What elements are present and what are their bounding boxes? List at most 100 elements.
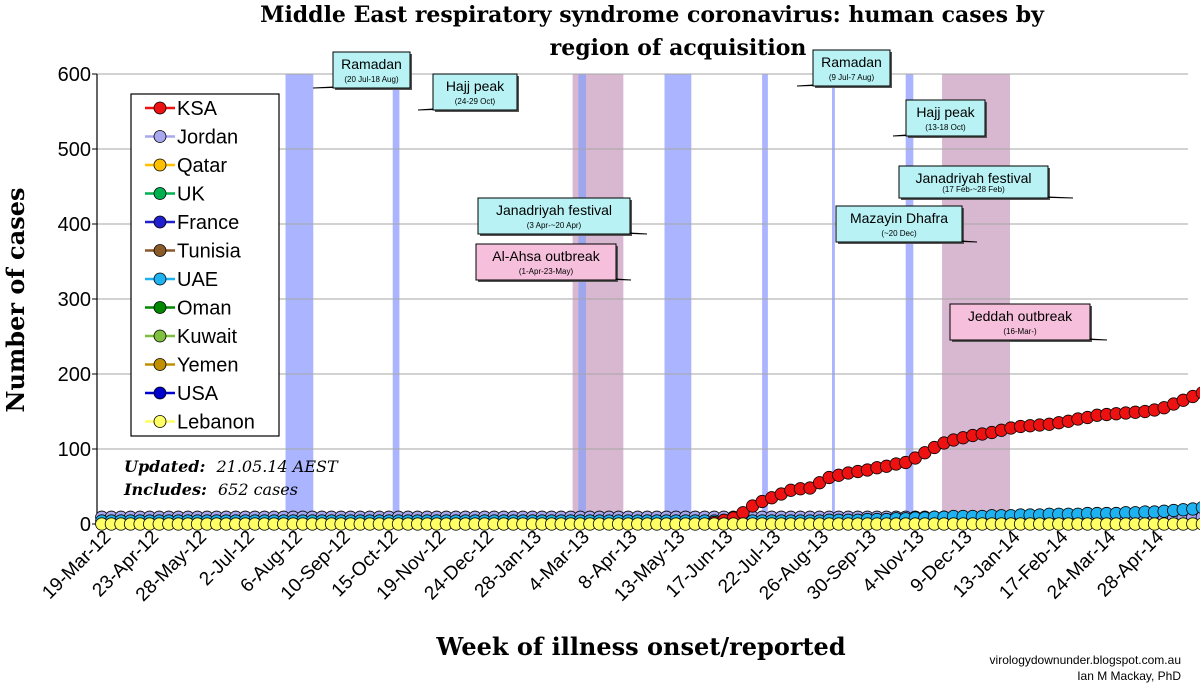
callout-box [432,73,518,111]
callout-dates: (1-Apr-23-May) [519,267,574,276]
x-axis-title: Week of illness onset/reported [435,632,845,661]
legend-label: Kuwait [177,326,237,348]
y-tick-label-100: 100 [58,439,91,461]
legend-marker [153,187,167,200]
callout-dates: (16-Mar-) [1003,327,1037,336]
callout-title: Al-Ahsa outbreak [492,248,600,264]
data-point [1195,501,1200,514]
callout-title: Hajj peak [446,78,505,94]
legend-marker [153,358,167,371]
legend-marker [153,272,167,286]
legend-item-jordan: Jordan [145,127,238,149]
callout-dates: (3 Apr-~20 Apr) [527,221,582,230]
legend-label: Qatar [177,155,227,177]
svg-text:Updated: 21.05.14 AEST: Updated: 21.05.14 AEST [124,457,339,476]
callout-box [477,197,631,235]
callout-hajj-peak: Hajj peak (24-29 Oct) [417,73,519,112]
callout-title: Janadriyah festival [496,202,612,218]
legend-label: KSA [177,98,218,120]
callout-box [475,243,617,281]
notes: Updated: 21.05.14 AEST Includes: 652 cas… [123,457,339,499]
legend-label: France [177,212,239,234]
legend-label: Yemen [177,355,239,377]
callout-dates: (20 Jul-18 Aug) [344,75,399,84]
y-tick-label-0: 0 [80,514,91,536]
callout-title: Ramadan [821,54,882,70]
legend-marker [153,130,167,143]
callout-ramadan: Ramadan (9 Jul-7 Aug) [796,49,892,88]
credit-line2: Ian M Mackay, PhD [1077,669,1181,683]
legend-item-usa: USA [145,383,219,405]
callout-janadriyah-festival: Janadriyah festival(17 Feb-~28 Feb) [898,165,1074,200]
legend-item-tunisia: Tunisia [145,241,242,263]
includes-label: Includes: [123,480,207,499]
y-tick-label-300: 300 [58,289,91,311]
y-tick-label-600: 600 [58,64,91,86]
callout-title: Mazayin Dhafra [850,210,948,226]
callout-title: Hajj peak [916,104,975,120]
legend-label: Jordan [177,127,238,149]
legend-marker [153,329,167,343]
chart-title-line1: Middle East respiratory syndrome coronav… [260,2,1045,28]
legend-item-oman: Oman [145,298,231,320]
callouts: Ramadan (20 Jul-18 Aug) Hajj peak (24-29 Oc… [312,49,1108,342]
legend-item-ksa: KSA [145,98,218,120]
legend-marker [153,215,167,229]
legend-item-lebanon: Lebanon [145,412,255,434]
updated-label: Updated: [124,457,205,476]
data-point [1195,386,1200,399]
callout-dates: (13-18 Oct) [925,123,966,132]
callout-box [835,205,963,243]
legend-marker [153,415,167,428]
legend-label: UK [177,184,205,206]
callout-ramadan: Ramadan (20 Jul-18 Aug) [312,51,412,90]
legend-item-qatar: Qatar [145,155,227,177]
callout-box [812,49,891,87]
callout-dates: (17 Feb-~28 Feb) [942,185,1005,194]
legend: KSA Jordan Qatar UK France Tunisia UAE Oman Kuwa… [130,93,280,437]
callout-box [898,165,1049,199]
legend-item-uae: UAE [145,269,218,291]
data-point [1195,517,1200,531]
y-tick-label-500: 500 [58,139,91,161]
callout-title: Jeddah outbreak [968,308,1073,324]
legend-marker [153,301,167,314]
legend-item-uk: UK [145,184,205,206]
legend-label: Oman [177,298,231,320]
chart-title-line2: region of acquisition [550,35,807,61]
callout-dates: (9 Jul-7 Aug) [829,73,875,82]
callout-al-ahsa-outbreak: Al-Ahsa outbreak (1-Apr-23-May) [475,243,632,282]
legend-item-france: France [145,212,239,234]
callout-box [905,99,986,137]
callout-box [332,51,411,89]
series-lebanon [95,517,1200,531]
legend-marker [153,244,167,257]
callout-dates: (24-29 Oct) [455,97,496,106]
legend-item-yemen: Yemen [145,355,239,377]
callout-hajj-peak: Hajj peak (13-18 Oct) [892,99,987,138]
svg-text:Includes: 652 cases: Includes: 652 cases [123,480,298,499]
callout-jeddah-outbreak: Jeddah outbreak (16-Mar-) [949,303,1108,342]
legend-label: Tunisia [177,241,242,263]
legend-label: UAE [177,269,218,291]
callout-title: Janadriyah festival [916,170,1032,186]
callout-mazayin-dhafra: Mazayin Dhafra (~20 Dec) [835,205,978,244]
credit-line1: virologydownunder.blogspot.com.au [990,653,1181,667]
y-tick-label-400: 400 [58,214,91,236]
legend-marker [153,101,167,115]
legend-marker [153,386,167,400]
legend-marker [153,158,167,172]
data-series [95,386,1200,531]
legend-label: Lebanon [177,412,255,434]
updated-value: 21.05.14 AEST [215,457,339,476]
legend-item-kuwait: Kuwait [145,326,237,348]
includes-value: 652 cases [218,480,298,499]
callout-box [949,303,1091,341]
y-tick-label-200: 200 [58,364,91,386]
y-axis-title: Number of cases [1,188,30,413]
legend-label: USA [177,383,219,405]
callout-janadriyah-festival: Janadriyah festival (3 Apr-~20 Apr) [477,197,648,236]
callout-dates: (~20 Dec) [881,229,917,238]
callout-title: Ramadan [341,56,402,72]
